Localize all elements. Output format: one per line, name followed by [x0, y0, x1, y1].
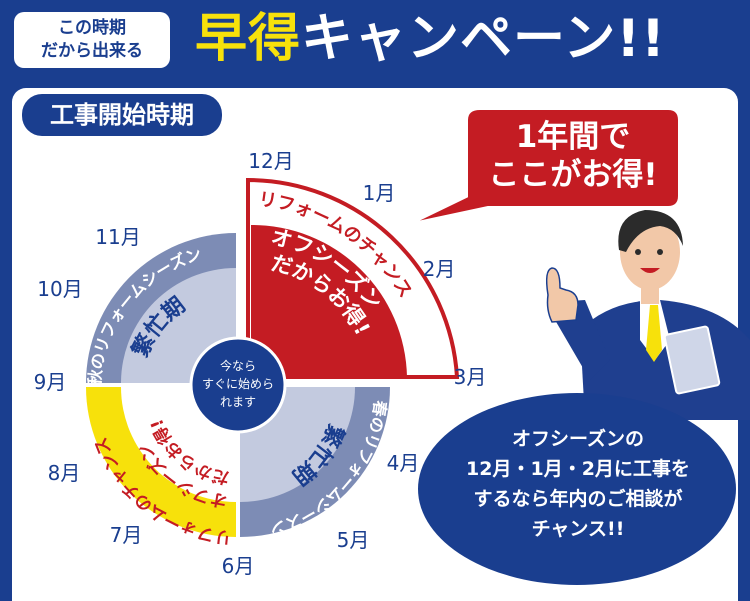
- title-accent: 早得: [195, 9, 302, 69]
- month-label-dec: 12月: [248, 149, 293, 173]
- center-line-3: れます: [220, 395, 256, 409]
- center-line-2: すぐに始めら: [202, 377, 274, 391]
- clipboard: [663, 325, 721, 395]
- bubble-line-2: ここがお得!: [488, 157, 658, 193]
- callout-line-3: するなら年内のご相談が: [473, 488, 683, 510]
- callout-line-1: オフシーズンの: [511, 428, 645, 450]
- highlight-quadrant-inner: [251, 224, 407, 377]
- month-label-jan: 1月: [363, 181, 396, 205]
- mouth: [640, 268, 660, 273]
- month-label-sep: 9月: [34, 370, 67, 394]
- pointing-hand: [545, 267, 579, 323]
- month-label-aug: 8月: [48, 461, 81, 485]
- bubble-line-1: 1年間で: [515, 119, 631, 155]
- month-label-jun: 6月: [222, 554, 255, 578]
- speech-bubble-text: 1年間で ここがお得!: [478, 118, 668, 194]
- hair: [618, 210, 683, 252]
- month-label-mar: 3月: [454, 365, 487, 389]
- month-label-oct: 10月: [37, 277, 82, 301]
- month-label-nov: 11月: [95, 225, 140, 249]
- header-bar: この時期 だから出来る 早得キャンペーン!!: [0, 0, 750, 78]
- eye-left: [635, 249, 641, 255]
- page-title: 早得キャンペーン!!: [195, 2, 666, 76]
- badge-line-2: だから出来る: [41, 41, 143, 61]
- period-badge: この時期 だから出来る: [14, 12, 170, 68]
- callout-ellipse: [418, 393, 736, 585]
- center-circle: [189, 336, 287, 434]
- section-label: 工事開始時期: [22, 94, 222, 136]
- callout-line-2: 12月・1月・2月に工事を: [466, 458, 690, 480]
- month-label-may: 5月: [337, 528, 370, 552]
- month-label-feb: 2月: [423, 257, 456, 281]
- center-line-1: 今なら: [220, 358, 256, 373]
- tie: [646, 305, 662, 362]
- badge-line-1: この時期: [58, 18, 126, 38]
- callout-line-4: チャンス!!: [531, 518, 625, 540]
- eye-right: [657, 249, 663, 255]
- callout-text: オフシーズンの 12月・1月・2月に工事を するなら年内のご相談が チャンス!!: [430, 424, 726, 544]
- month-label-jul: 7月: [110, 523, 143, 547]
- month-label-apr: 4月: [387, 451, 420, 475]
- speech-bubble-shape: [403, 106, 682, 228]
- title-rest: キャンペーン!!: [301, 9, 666, 69]
